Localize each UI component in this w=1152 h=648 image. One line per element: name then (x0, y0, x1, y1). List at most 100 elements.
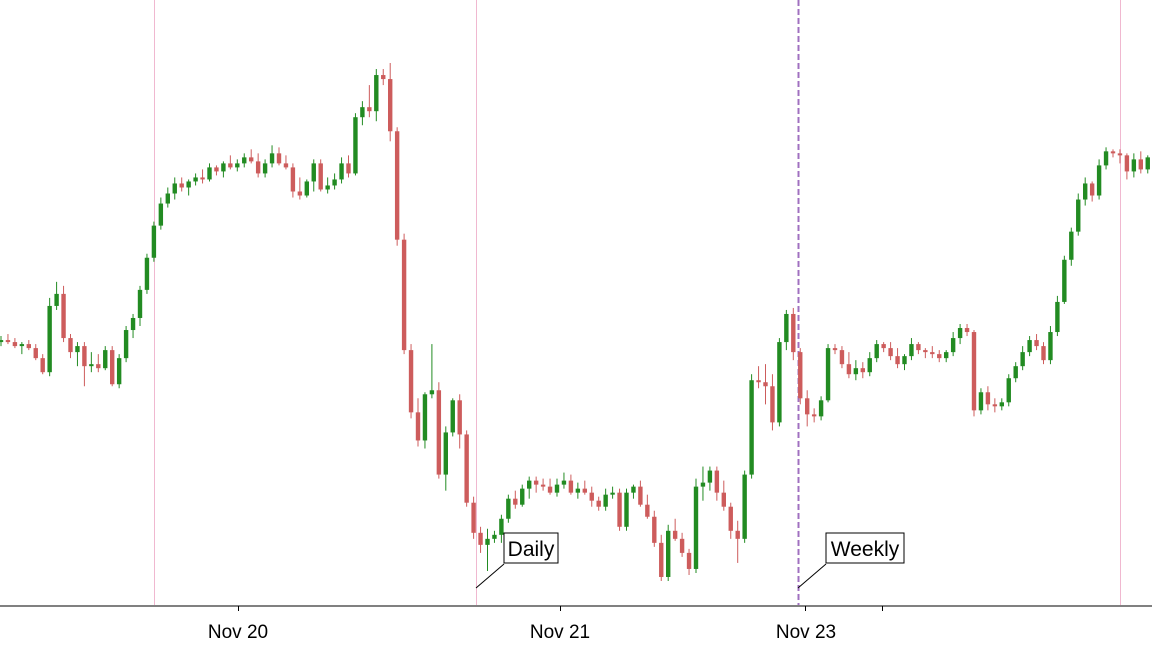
x-axis: Nov 20 Nov 21 Nov 23 (0, 605, 1152, 643)
candle-body (756, 380, 761, 383)
candle (1006, 374, 1011, 407)
candle-body (700, 482, 706, 487)
candle-body (902, 356, 907, 365)
candle-body (617, 492, 622, 527)
candle (89, 352, 94, 373)
candle-body (679, 538, 685, 553)
candle (930, 346, 935, 359)
candle-body (728, 506, 733, 531)
candle-body (666, 530, 671, 577)
candle (547, 478, 553, 495)
candle (520, 484, 525, 507)
candle-body (54, 293, 59, 306)
candle (82, 342, 87, 387)
candle (575, 482, 581, 499)
candle-body (0, 340, 4, 343)
candle-body (1083, 183, 1088, 200)
candle (235, 159, 240, 172)
candle (207, 163, 212, 182)
candle (791, 307, 796, 361)
candle-body (1027, 340, 1032, 353)
candle (749, 374, 754, 479)
candle (297, 177, 303, 200)
candle (485, 528, 490, 571)
candle (825, 344, 831, 403)
candle (429, 344, 435, 399)
candle-body (75, 346, 80, 353)
candle-body (582, 488, 587, 493)
candle-body (394, 131, 400, 240)
candle-body (304, 181, 309, 196)
candle-body (659, 542, 664, 577)
candle (54, 281, 59, 310)
candle-body (332, 179, 337, 186)
candle (950, 332, 956, 357)
candle-body (554, 484, 560, 493)
candle-body (867, 358, 872, 373)
candle (631, 484, 636, 499)
candle-body (346, 163, 351, 174)
candle (513, 490, 518, 509)
candle-body (944, 352, 949, 359)
candle (1076, 193, 1081, 236)
candle (679, 532, 685, 557)
x-tick-label-nov-21: Nov 21 (530, 622, 590, 643)
candle (957, 324, 963, 345)
candle (422, 392, 428, 449)
candle (888, 342, 893, 361)
candle (1138, 151, 1143, 174)
candle-body (388, 79, 393, 132)
candle-body (818, 400, 824, 417)
candle-body (165, 193, 170, 204)
candle-body (881, 344, 886, 349)
candle-body (429, 390, 435, 395)
candle (450, 398, 455, 437)
candle (777, 338, 782, 427)
candle-body (12, 342, 18, 347)
weekly-callout-leader (797, 563, 827, 589)
candle-body (193, 177, 198, 182)
candle-body (811, 414, 817, 417)
candle (846, 352, 852, 379)
candle (818, 396, 824, 421)
candle (388, 63, 393, 142)
candle-body (137, 289, 143, 318)
candle (582, 480, 587, 495)
candle (401, 233, 407, 355)
candle-body (540, 484, 546, 487)
candle-body (318, 163, 323, 190)
candle (832, 344, 838, 355)
candle-body (82, 346, 87, 367)
candle (1020, 346, 1025, 371)
candle-body (721, 492, 726, 507)
candle-body (1048, 332, 1053, 361)
candle-body (1103, 151, 1109, 166)
candle-body (652, 516, 657, 543)
candle-body (950, 338, 956, 353)
candle-body (1034, 340, 1039, 347)
candle-body (1096, 165, 1102, 196)
candle-body (603, 494, 608, 507)
candle-body (408, 350, 414, 413)
candle-body (276, 153, 282, 164)
candle-body (798, 352, 803, 399)
daily-callout-leader (475, 563, 505, 589)
candle (811, 408, 817, 423)
candle-body (478, 532, 483, 545)
candle (381, 69, 386, 86)
candle (214, 165, 219, 176)
candle-body (923, 350, 928, 353)
candle-body (339, 163, 344, 180)
candle (881, 342, 886, 353)
candle (283, 155, 289, 170)
candle (228, 155, 233, 170)
candle-body (916, 344, 921, 351)
candle-body (770, 386, 775, 423)
candle-body (235, 163, 240, 168)
candle-body (207, 167, 212, 180)
candle (221, 161, 226, 178)
candles-layer (0, 63, 1150, 581)
candle (666, 524, 671, 581)
